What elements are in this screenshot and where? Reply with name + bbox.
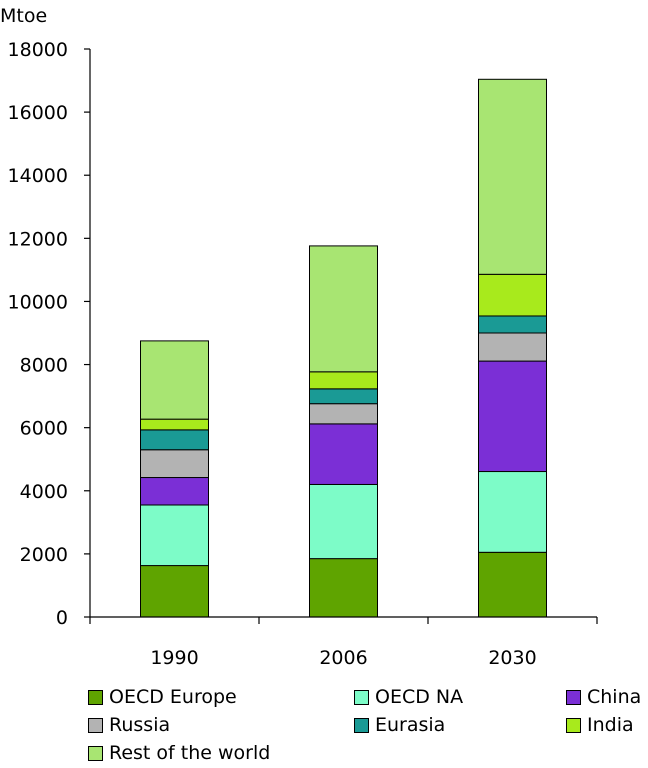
y-tick-label: 0 xyxy=(56,607,68,629)
y-tick-label: 8000 xyxy=(20,355,68,377)
bar-segment-2030-2 xyxy=(478,360,547,473)
legend-item: OECD NA xyxy=(354,686,463,708)
legend-item: Russia xyxy=(88,714,170,736)
bar-segment-2030-3 xyxy=(478,332,547,362)
bar-segment-1990-6 xyxy=(140,340,209,420)
axes: 1990 2006 2030 0 2000 4000 6000 8000 10000 12000 1… xyxy=(8,39,598,669)
bar-segment-2030-6 xyxy=(478,78,547,275)
bar-segment-2006-4 xyxy=(309,388,378,405)
y-tick-label: 10000 xyxy=(8,291,68,313)
y-tick-label: 2000 xyxy=(20,544,68,566)
bar-segment-2030-4 xyxy=(478,315,547,334)
bar-segment-2006-6 xyxy=(309,245,378,373)
y-tick-label: 6000 xyxy=(20,418,68,440)
bar-segment-1990-5 xyxy=(140,418,209,431)
bar-segment-2030-5 xyxy=(478,273,547,317)
bar-segment-2006-2 xyxy=(309,423,378,485)
x-tick-label: 2030 xyxy=(488,647,536,669)
legend-item: Rest of the world xyxy=(88,742,270,764)
legend-item: OECD Europe xyxy=(88,686,237,708)
y-tick-label: 14000 xyxy=(8,165,68,187)
bar-segment-2006-3 xyxy=(309,403,378,425)
x-tick-label: 2006 xyxy=(319,647,367,669)
bar-segment-2030-0 xyxy=(478,551,547,618)
legend-label: OECD Europe xyxy=(109,686,237,708)
stacked-bar-chart: Mtoe 1990 2006 203002000400060008000100001… xyxy=(0,5,598,669)
y-tick-label: 16000 xyxy=(8,102,68,124)
legend-swatch xyxy=(354,689,369,705)
legend-swatch xyxy=(88,689,103,705)
legend-label: Eurasia xyxy=(375,714,446,736)
bar-segment-1990-1 xyxy=(140,504,209,567)
legend-swatch xyxy=(88,717,103,733)
legend-label: Russia xyxy=(109,714,171,736)
bars xyxy=(140,78,547,618)
legend-swatch xyxy=(566,717,581,733)
bar-segment-2006-5 xyxy=(309,371,378,390)
legend-label: India xyxy=(587,714,634,736)
legend-swatch xyxy=(88,745,103,761)
bar-segment-1990-3 xyxy=(140,449,209,479)
legend-item: Eurasia xyxy=(354,714,445,736)
legend: OECD Europe OECD NA China Russia Eurasia Indi… xyxy=(88,686,648,766)
legend-label: China xyxy=(587,686,642,708)
bar-segment-2030-1 xyxy=(478,471,547,553)
y-axis-label: Mtoe xyxy=(0,5,47,27)
bar-segment-1990-2 xyxy=(140,477,209,506)
legend-swatch xyxy=(566,689,581,705)
legend-swatch xyxy=(354,717,369,733)
y-tick-label: 12000 xyxy=(8,228,68,250)
x-tick-label: 1990 xyxy=(150,647,198,669)
legend-item: China xyxy=(566,686,641,708)
bar-segment-2006-0 xyxy=(309,558,378,618)
legend-label: OECD NA xyxy=(375,686,464,708)
legend-item: India xyxy=(566,714,634,736)
legend-label: Rest of the world xyxy=(109,742,271,764)
bar-segment-2006-1 xyxy=(309,483,378,560)
y-tick-label: 4000 xyxy=(20,481,68,503)
bar-segment-1990-0 xyxy=(140,565,209,618)
bar-segment-1990-4 xyxy=(140,429,209,451)
y-tick-label: 18000 xyxy=(8,39,68,61)
